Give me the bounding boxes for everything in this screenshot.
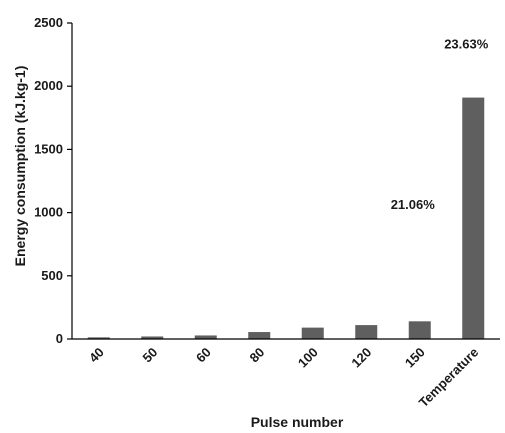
bar	[462, 97, 485, 340]
bars	[87, 97, 485, 340]
bar	[194, 335, 217, 339]
y-tick-label: 1500	[34, 141, 63, 156]
y-tick-label: 2000	[34, 78, 63, 93]
y-tick-label: 2500	[34, 15, 63, 30]
x-tick-label: 80	[247, 345, 268, 366]
y-tick-label: 1000	[34, 205, 63, 220]
x-axis-title: Pulse number	[251, 414, 344, 430]
bar	[141, 336, 164, 339]
bar	[248, 332, 271, 339]
x-tick-label: 40	[86, 345, 107, 366]
bar	[301, 327, 324, 339]
y-axis-ticks: 0 500 1000 1500 2000 2500	[34, 15, 72, 346]
y-tick-label: 500	[41, 268, 63, 283]
bar	[408, 321, 431, 339]
x-tick-label: 120	[348, 345, 374, 371]
annotation-label: 21.06%	[391, 197, 436, 212]
x-tick-label: 150	[402, 345, 428, 371]
y-axis-title: Energy consumption (kJ.kg-1)	[12, 66, 28, 267]
x-tick-label: 60	[193, 345, 214, 366]
x-tick-label: 50	[140, 345, 161, 366]
annotation-label: 23.63%	[444, 36, 489, 51]
annotations: 23.63% 21.06%	[391, 36, 489, 212]
bar	[355, 325, 378, 339]
bar	[87, 337, 110, 339]
y-tick-label: 0	[56, 331, 63, 346]
x-tick-label: 100	[295, 345, 321, 371]
